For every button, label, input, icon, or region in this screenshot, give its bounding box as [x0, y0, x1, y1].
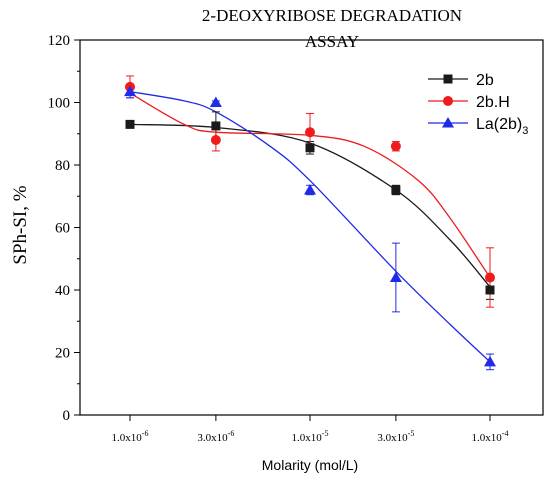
data-point-series-1: [305, 127, 315, 138]
data-point-series-2: [389, 271, 402, 282]
data-point-series-0: [305, 143, 315, 153]
legend-label-2: La(2b)3: [476, 116, 528, 137]
data-point-series-0: [391, 185, 401, 195]
y-tick-label: 60: [55, 221, 70, 237]
y-tick-label: 20: [55, 346, 70, 362]
fit-curve-1: [129, 92, 491, 278]
x-axis-label: Molarity (mol/L): [262, 457, 358, 473]
data-point-series-2: [304, 184, 316, 195]
axis-ticks: 0 20 40 60 80 100 120 1.0x10-6 3.0x10-6 1.0x10-5 3…: [48, 33, 509, 444]
plot-frame: [79, 39, 544, 416]
data-point-series-2: [209, 96, 222, 107]
data-point-series-2: [484, 355, 496, 367]
y-tick-label: 100: [48, 96, 71, 112]
error-bars: [126, 75, 494, 371]
y-tick-label: 80: [55, 158, 70, 174]
legend-marker-1: [443, 96, 453, 106]
plot-area-border: [79, 39, 544, 416]
data-point-series-0: [211, 121, 221, 131]
fit-curves: [129, 90, 491, 363]
chart-title-line-2: ASSAY: [305, 32, 359, 51]
x-tick-label: 1.0x10-6: [112, 429, 149, 444]
y-tick-label: 120: [48, 33, 71, 49]
legend-label-0: 2b: [476, 72, 494, 89]
legend-marker-0: [443, 74, 453, 84]
legend: 2b 2b.H La(2b)3: [428, 72, 528, 137]
y-axis-label: SPh-SI, %: [10, 185, 31, 264]
legend-marker-2: [442, 117, 454, 128]
x-tick-label: 3.0x10-6: [197, 429, 234, 444]
legend-label-1: 2b.H: [476, 94, 510, 111]
data-markers: [124, 81, 496, 367]
data-point-series-1: [210, 135, 221, 145]
chart-title: 2-DEOXYRIBOSE DEGRADATION: [202, 6, 462, 25]
y-tick-label: 0: [63, 408, 71, 424]
y-tick-label: 40: [55, 283, 70, 299]
fit-curve-2: [129, 90, 491, 363]
data-point-series-0: [125, 119, 135, 129]
data-point-series-1: [390, 141, 401, 152]
x-tick-label: 1.0x10-5: [292, 429, 329, 444]
x-tick-label: 3.0x10-5: [377, 429, 414, 444]
data-point-series-1: [485, 272, 495, 283]
data-point-series-2: [124, 85, 136, 97]
x-tick-label: 1.0x10-4: [472, 429, 509, 444]
fit-curve-0: [129, 123, 491, 288]
data-point-series-0: [485, 285, 495, 295]
